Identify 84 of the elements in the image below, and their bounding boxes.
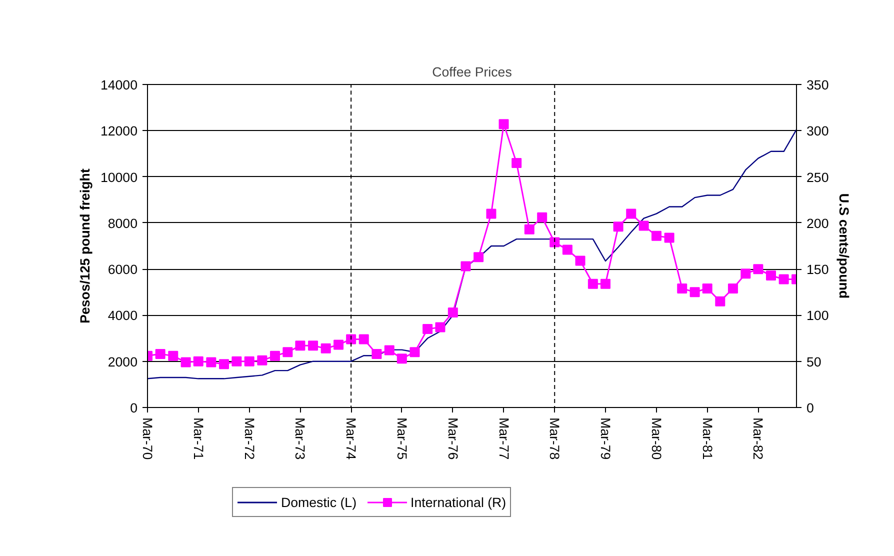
x-tick-label: Mar-75 — [394, 418, 410, 460]
x-tick-label: Mar-73 — [292, 418, 308, 460]
point — [193, 356, 204, 366]
x-tick-label: Mar-74 — [344, 418, 359, 460]
point — [155, 348, 166, 359]
point — [308, 340, 318, 351]
point — [588, 278, 598, 289]
point — [180, 357, 191, 368]
y-tick-label: 12000 — [100, 124, 138, 139]
point — [651, 230, 662, 241]
point — [282, 347, 293, 358]
point — [613, 222, 624, 232]
point — [334, 340, 344, 350]
point — [486, 208, 496, 219]
point — [410, 347, 420, 358]
point — [244, 356, 254, 366]
point — [474, 252, 484, 262]
point — [690, 287, 700, 298]
y-axis-title: Pesos/125 pound freight — [77, 168, 92, 324]
point — [753, 264, 764, 274]
point — [460, 261, 471, 272]
x-tick-label: Mar-77 — [496, 418, 512, 460]
point — [257, 355, 268, 366]
point — [562, 244, 572, 255]
point — [664, 232, 674, 243]
point — [537, 212, 548, 222]
y-tick-label: 6000 — [108, 262, 138, 278]
y2-axis-title: U.S cents/pound — [836, 193, 852, 299]
y2-tick-label: 300 — [806, 124, 829, 139]
point — [778, 274, 789, 284]
x-tick-label: Mar-72 — [242, 418, 257, 460]
point — [358, 334, 369, 344]
point — [626, 208, 636, 219]
y2-tick-label: 0 — [806, 400, 814, 416]
legend-label: International (R) — [410, 494, 506, 510]
y2-tick-label: 250 — [806, 170, 829, 185]
point — [396, 354, 407, 364]
point — [512, 158, 522, 168]
point — [232, 356, 242, 366]
point — [320, 343, 331, 354]
point — [715, 296, 726, 306]
y-tick-label: 8000 — [108, 216, 138, 231]
y-tick-label: 14000 — [100, 78, 138, 92]
x-tick-label: Mar-81 — [700, 418, 715, 460]
point — [218, 359, 229, 370]
x-tick-label: Mar-78 — [547, 418, 562, 460]
point — [677, 283, 688, 294]
point — [270, 350, 280, 361]
point — [766, 270, 776, 281]
point — [600, 278, 610, 289]
point — [524, 224, 534, 234]
point — [435, 322, 446, 332]
x-tick-label: Mar-80 — [648, 418, 664, 460]
y-tick-label: 2000 — [108, 354, 138, 370]
x-tick-label: Mar-79 — [598, 418, 613, 460]
point — [702, 283, 712, 294]
point — [168, 350, 178, 361]
point — [498, 119, 509, 130]
point — [384, 345, 394, 356]
x-tick-label: Mar-71 — [190, 418, 206, 460]
y2-tick-label: 100 — [806, 308, 829, 324]
point — [206, 357, 216, 368]
point — [728, 283, 738, 294]
point — [295, 340, 306, 351]
y2-tick-label: 50 — [806, 354, 822, 370]
x-tick-label: Mar-76 — [445, 418, 460, 460]
point — [638, 220, 649, 231]
y-tick-label: 0 — [130, 400, 138, 416]
point — [448, 307, 458, 318]
point — [550, 237, 560, 248]
point — [372, 348, 382, 359]
y-tick-label: 10000 — [100, 170, 138, 185]
y2-tick-label: 350 — [806, 78, 829, 92]
y2-tick-label: 200 — [806, 216, 829, 231]
x-tick-label: Mar-70 — [140, 418, 155, 460]
point — [346, 334, 356, 344]
point — [575, 256, 586, 266]
point — [422, 324, 433, 334]
y2-tick-label: 150 — [806, 262, 829, 278]
y-tick-label: 4000 — [108, 308, 138, 324]
point — [740, 268, 751, 279]
legend-label: Domestic (L) — [281, 494, 357, 510]
chart-title: Coffee Prices — [432, 64, 512, 80]
x-tick-label: Mar-82 — [750, 418, 766, 460]
